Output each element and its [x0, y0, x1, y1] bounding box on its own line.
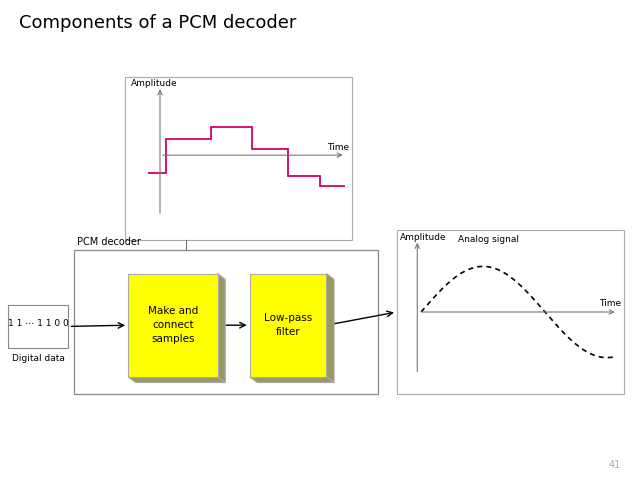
Text: PCM decoder: PCM decoder	[77, 237, 141, 247]
Text: Components of a PCM decoder: Components of a PCM decoder	[19, 14, 296, 33]
Bar	[128, 274, 218, 377]
Bar	[250, 274, 326, 377]
Bar	[397, 230, 624, 394]
Text: 41: 41	[609, 460, 621, 470]
Text: 1 1 ⋯ 1 1 0 0: 1 1 ⋯ 1 1 0 0	[8, 320, 68, 328]
Text: Amplitude: Amplitude	[131, 79, 178, 88]
Text: Amplitude: Amplitude	[400, 233, 447, 242]
Polygon shape	[250, 377, 334, 383]
Text: Low-pass
filter: Low-pass filter	[264, 313, 312, 337]
Text: Analog signal: Analog signal	[458, 235, 518, 244]
Text: Digital data: Digital data	[12, 354, 65, 363]
Text: Time: Time	[326, 144, 349, 153]
Polygon shape	[326, 274, 334, 383]
Text: Time: Time	[598, 299, 621, 308]
Bar	[125, 77, 352, 240]
Polygon shape	[128, 377, 225, 383]
Polygon shape	[218, 274, 225, 383]
Text: Make and
connect
samples: Make and connect samples	[148, 306, 198, 344]
Bar	[8, 305, 68, 348]
Bar	[74, 250, 378, 394]
